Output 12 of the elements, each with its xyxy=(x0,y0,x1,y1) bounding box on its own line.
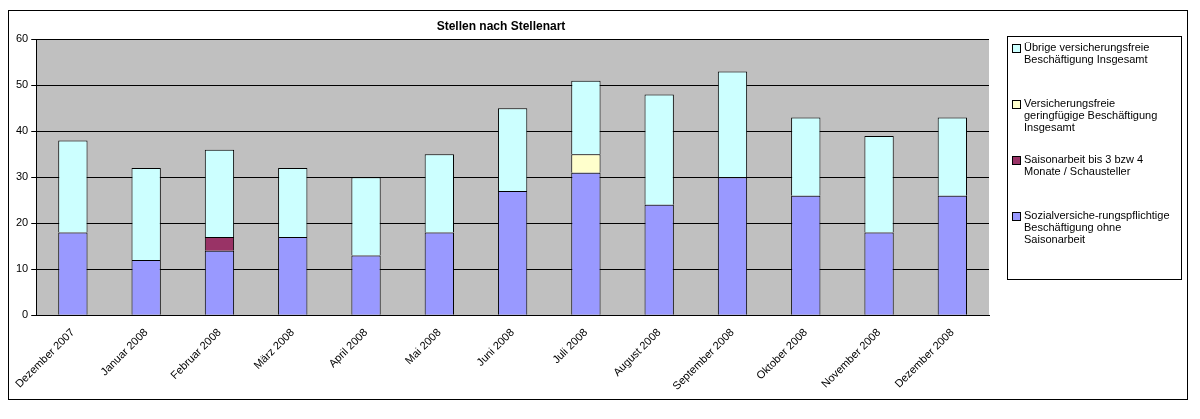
legend-label: Übrige versicherungsfreie Beschäftigung Insgesamt xyxy=(1024,41,1151,65)
y-tick-label: 0 xyxy=(22,308,29,321)
y-tick-label: 10 xyxy=(15,262,29,275)
y-tick-label: 30 xyxy=(15,170,29,183)
y-tick-label: 50 xyxy=(15,78,29,91)
y-tick-label: 20 xyxy=(15,216,29,229)
y-tick-label: 40 xyxy=(15,124,29,137)
legend-label: Versicherungsfreie geringfügige Beschäftigung Insgesamt xyxy=(1024,97,1159,133)
legend-label: Saisonarbeit bis 3 bzw 4 Monate / Schausteller xyxy=(1024,153,1145,177)
y-tick-label: 60 xyxy=(15,32,29,45)
chart-title: Stellen nach Stellenart xyxy=(436,18,566,33)
legend-label: Sozialversiche-rungspflichtige Beschäftigung ohne Saisonarbeit xyxy=(1024,209,1171,245)
